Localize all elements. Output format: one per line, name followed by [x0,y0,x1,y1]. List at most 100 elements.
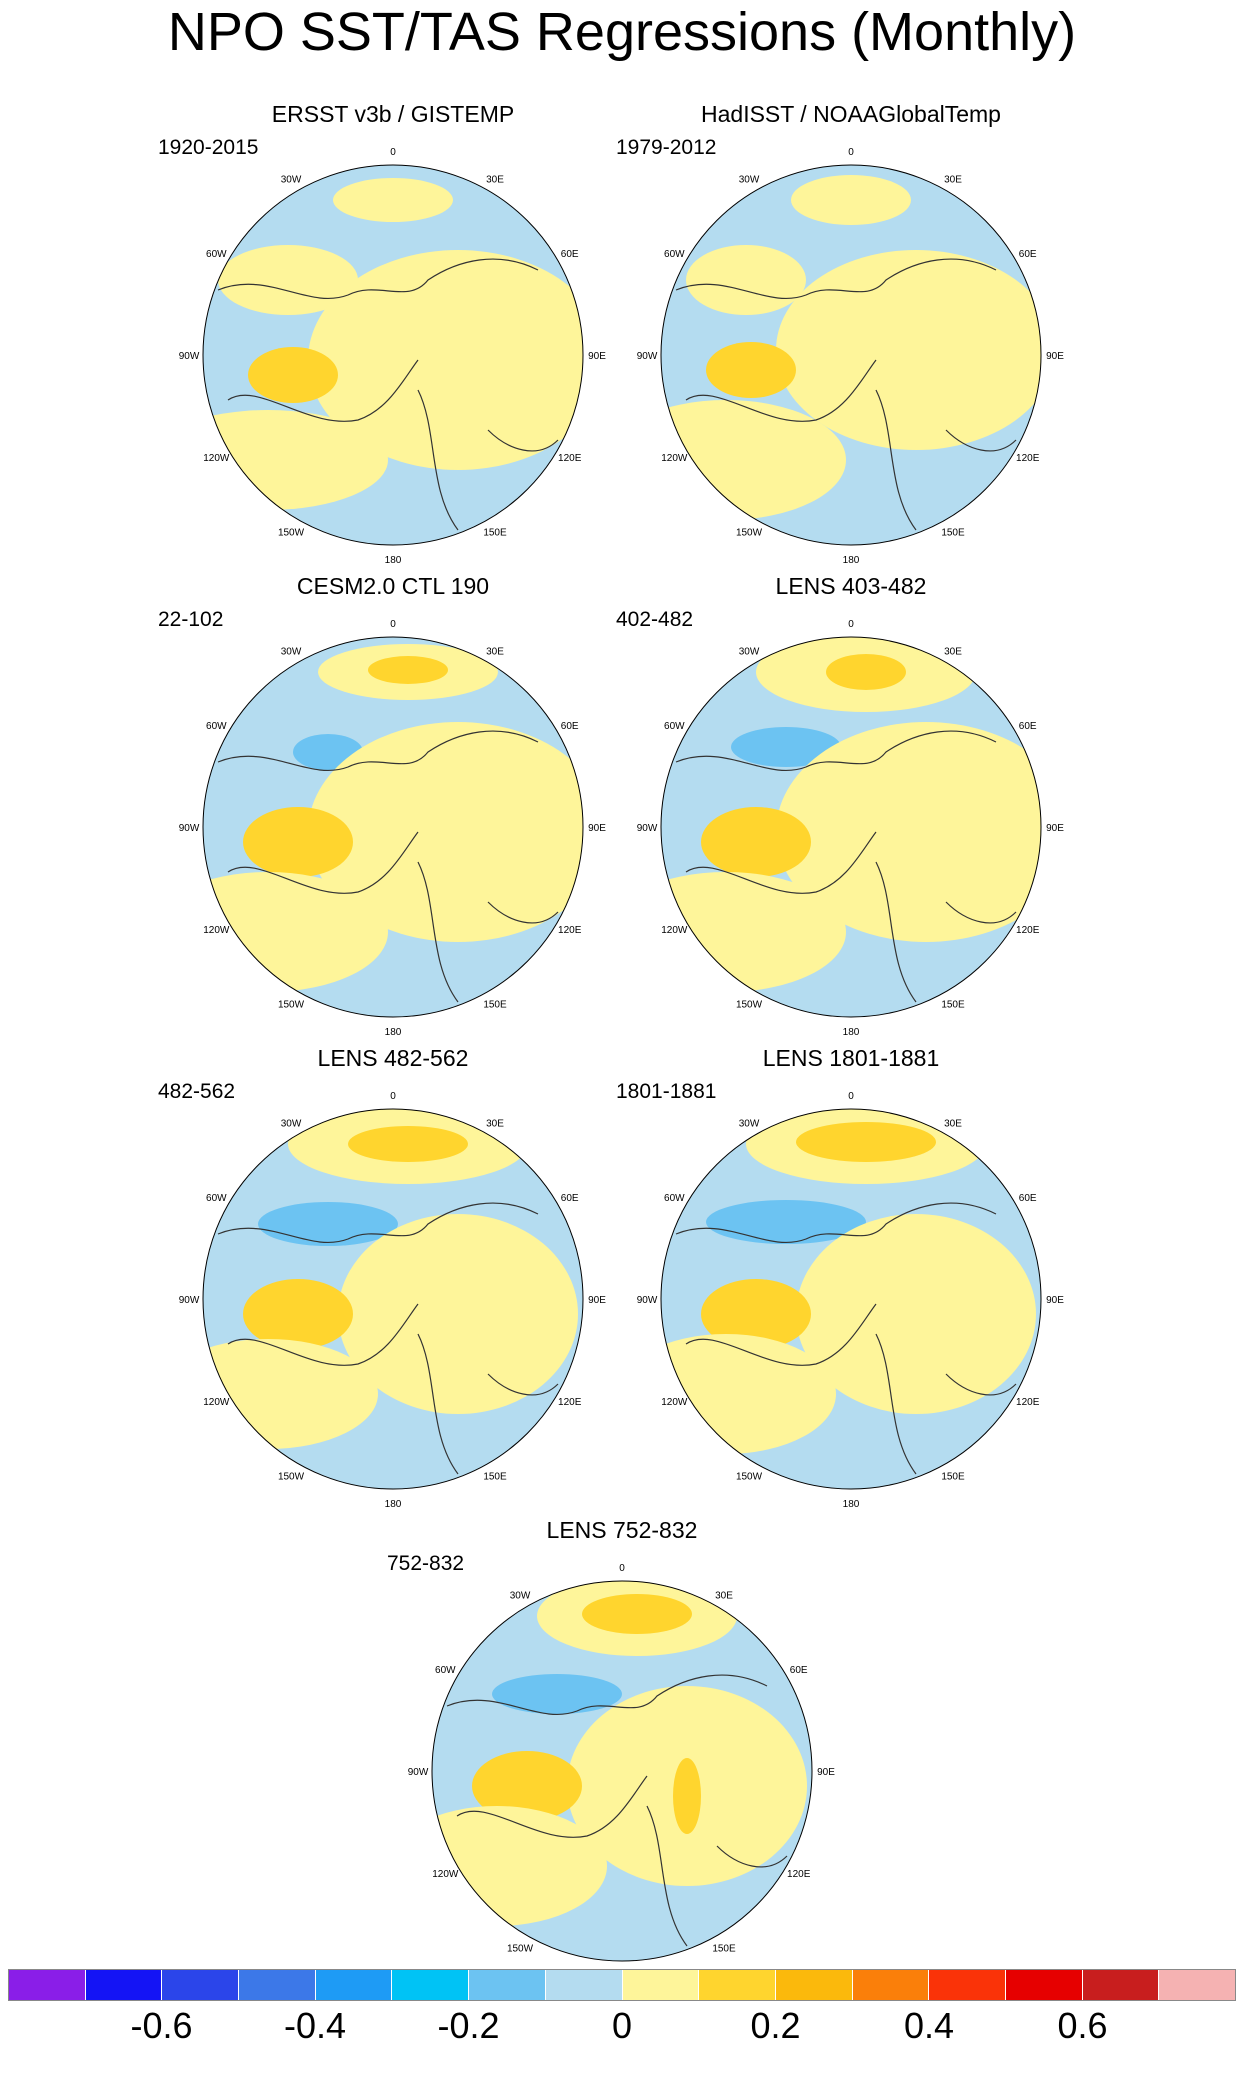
longitude-label: 60E [1019,249,1037,260]
longitude-label: 120W [203,453,230,464]
colorbar-tick-label: -0.2 [437,2005,500,2046]
anomaly-region [706,1200,866,1244]
panel-title: LENS 482-562 [317,1045,469,1071]
longitude-label: 90E [1046,1295,1064,1306]
map-panel: ERSST v3b / GISTEMP 1920-2015 180 150E 120E 9… [158,100,628,570]
longitude-label: 30W [281,1118,302,1129]
longitude-label: 30W [739,1118,760,1129]
longitude-label: 180 [843,1027,860,1038]
longitude-label: 30W [739,646,760,657]
panel-title: LENS 403-482 [775,573,927,599]
polar-map: 180 150E 120E 90E 60E 30E 0 30W 60W 90W 120W 150W [179,1091,607,1510]
colorbar-swatch [315,1970,393,2000]
longitude-label: 60E [561,249,579,260]
map-border [202,164,584,546]
longitude-label: 150W [736,1472,763,1483]
colorbar-swatch [852,1970,930,2000]
anomaly-region [243,1279,353,1349]
anomaly-region [258,1202,398,1246]
polar-map: 180 150E 120E 90E 60E 30E 0 30W 60W 90W 120W 150W [637,147,1065,566]
longitude-label: 150E [483,1472,507,1483]
longitude-label: 90W [408,1767,429,1778]
longitude-label: 150E [941,528,965,539]
anomaly-region [701,1279,811,1349]
map-border [431,1580,813,1962]
colorbar-swatch [1082,1970,1160,2000]
anomaly-region [243,807,353,877]
longitude-label: 60W [664,1193,685,1204]
colorbar-swatch [622,1970,700,2000]
map-panel: CESM2.0 CTL 190 22-102 180 150E 120E 90E 60E 30… [158,572,628,1042]
map-border [660,164,1042,546]
colorbar-tick-label: 0.6 [1057,2005,1108,2046]
longitude-label: 30E [715,1590,733,1601]
longitude-label: 90W [637,1295,658,1306]
colorbar-tick-label: 0.2 [750,2005,801,2046]
colorbar-swatch [469,1970,546,2000]
coastline [446,1674,788,1947]
colorbar-swatch [1159,1970,1235,2000]
panel-title: LENS 1801-1881 [762,1045,940,1071]
longitude-label: 90E [588,1295,606,1306]
longitude-label: 180 [385,555,402,566]
longitude-label: 150E [483,1000,507,1011]
anomaly-region [661,1334,836,1454]
panel-period: 22-102 [158,608,224,631]
longitude-label: 180 [385,1499,402,1510]
anomaly-region [308,722,583,942]
longitude-label: 0 [848,619,854,630]
longitude-label: 120W [203,925,230,936]
colorbar-tick-label: -0.4 [283,2005,347,2046]
longitude-label: 150E [712,1944,736,1955]
anomaly-region [348,1126,468,1162]
longitude-label: 60W [206,721,227,732]
panel-period: 1920-2015 [158,136,259,159]
anomaly-region [826,654,906,690]
colorbar-swatch [545,1970,623,2000]
longitude-label: 120E [558,1397,582,1408]
panel-period: 402-482 [616,608,694,631]
panel-title: ERSST v3b / GISTEMP [271,101,515,127]
anomaly-region [333,178,453,222]
longitude-label: 60E [1019,1193,1037,1204]
longitude-label: 0 [619,1563,625,1574]
longitude-label: 90W [179,1295,200,1306]
longitude-label: 150W [507,1944,534,1955]
longitude-label: 30E [486,1118,504,1129]
panel-title: CESM2.0 CTL 190 [296,573,490,599]
anomaly-region [248,347,338,403]
map-border [202,636,584,1018]
anomaly-region [791,175,911,225]
longitude-label: 90W [637,351,658,362]
colorbar-tick-label: -0.6 [130,2005,193,2046]
colorbar-swatch [929,1970,1006,2000]
longitude-label: 120W [661,1397,688,1408]
colorbar-tick-label: 0 [611,2005,633,2046]
map-panel: LENS 752-832752-832180150E120E90E60E30E0… [387,1516,857,1986]
map-panel: HadISST / NOAAGlobalTemp 1979-2012 180 150E… [616,100,1086,570]
longitude-label: 150W [736,1000,763,1011]
colorbar-swatch [699,1970,776,2000]
longitude-label: 30W [739,174,760,185]
map-panel: LENS 482-562 482-562 180 150E 120E 90E 60E 30E 0… [158,1044,628,1514]
coastline [217,730,559,1003]
anomaly-region [686,245,806,315]
anomaly-region [701,807,811,877]
polar-map: 180 150E 120E 90E 60E 30E 0 30W 60W 90W 120W 150W [637,1091,1065,1510]
longitude-label: 60E [561,1193,579,1204]
panel-title: HadISST / NOAAGlobalTemp [701,101,1001,127]
colorbar-swatch [9,1970,86,2000]
longitude-label: 120E [1016,925,1040,936]
longitude-label: 90W [179,351,200,362]
anomaly-region [308,250,583,470]
panel-period: 482-562 [158,1080,236,1103]
longitude-label: 60W [206,1193,227,1204]
colorbar [8,1969,1236,2001]
colorbar-swatch [162,1970,240,2000]
anomaly-region [472,1751,582,1821]
coastline [217,1202,559,1475]
longitude-label: 0 [390,619,396,630]
map-panel: LENS 1801-1881 1801-1881 180 150E 120E 90E 60E… [616,1044,1086,1514]
anomaly-region [706,342,796,398]
anomaly-region [368,656,448,684]
